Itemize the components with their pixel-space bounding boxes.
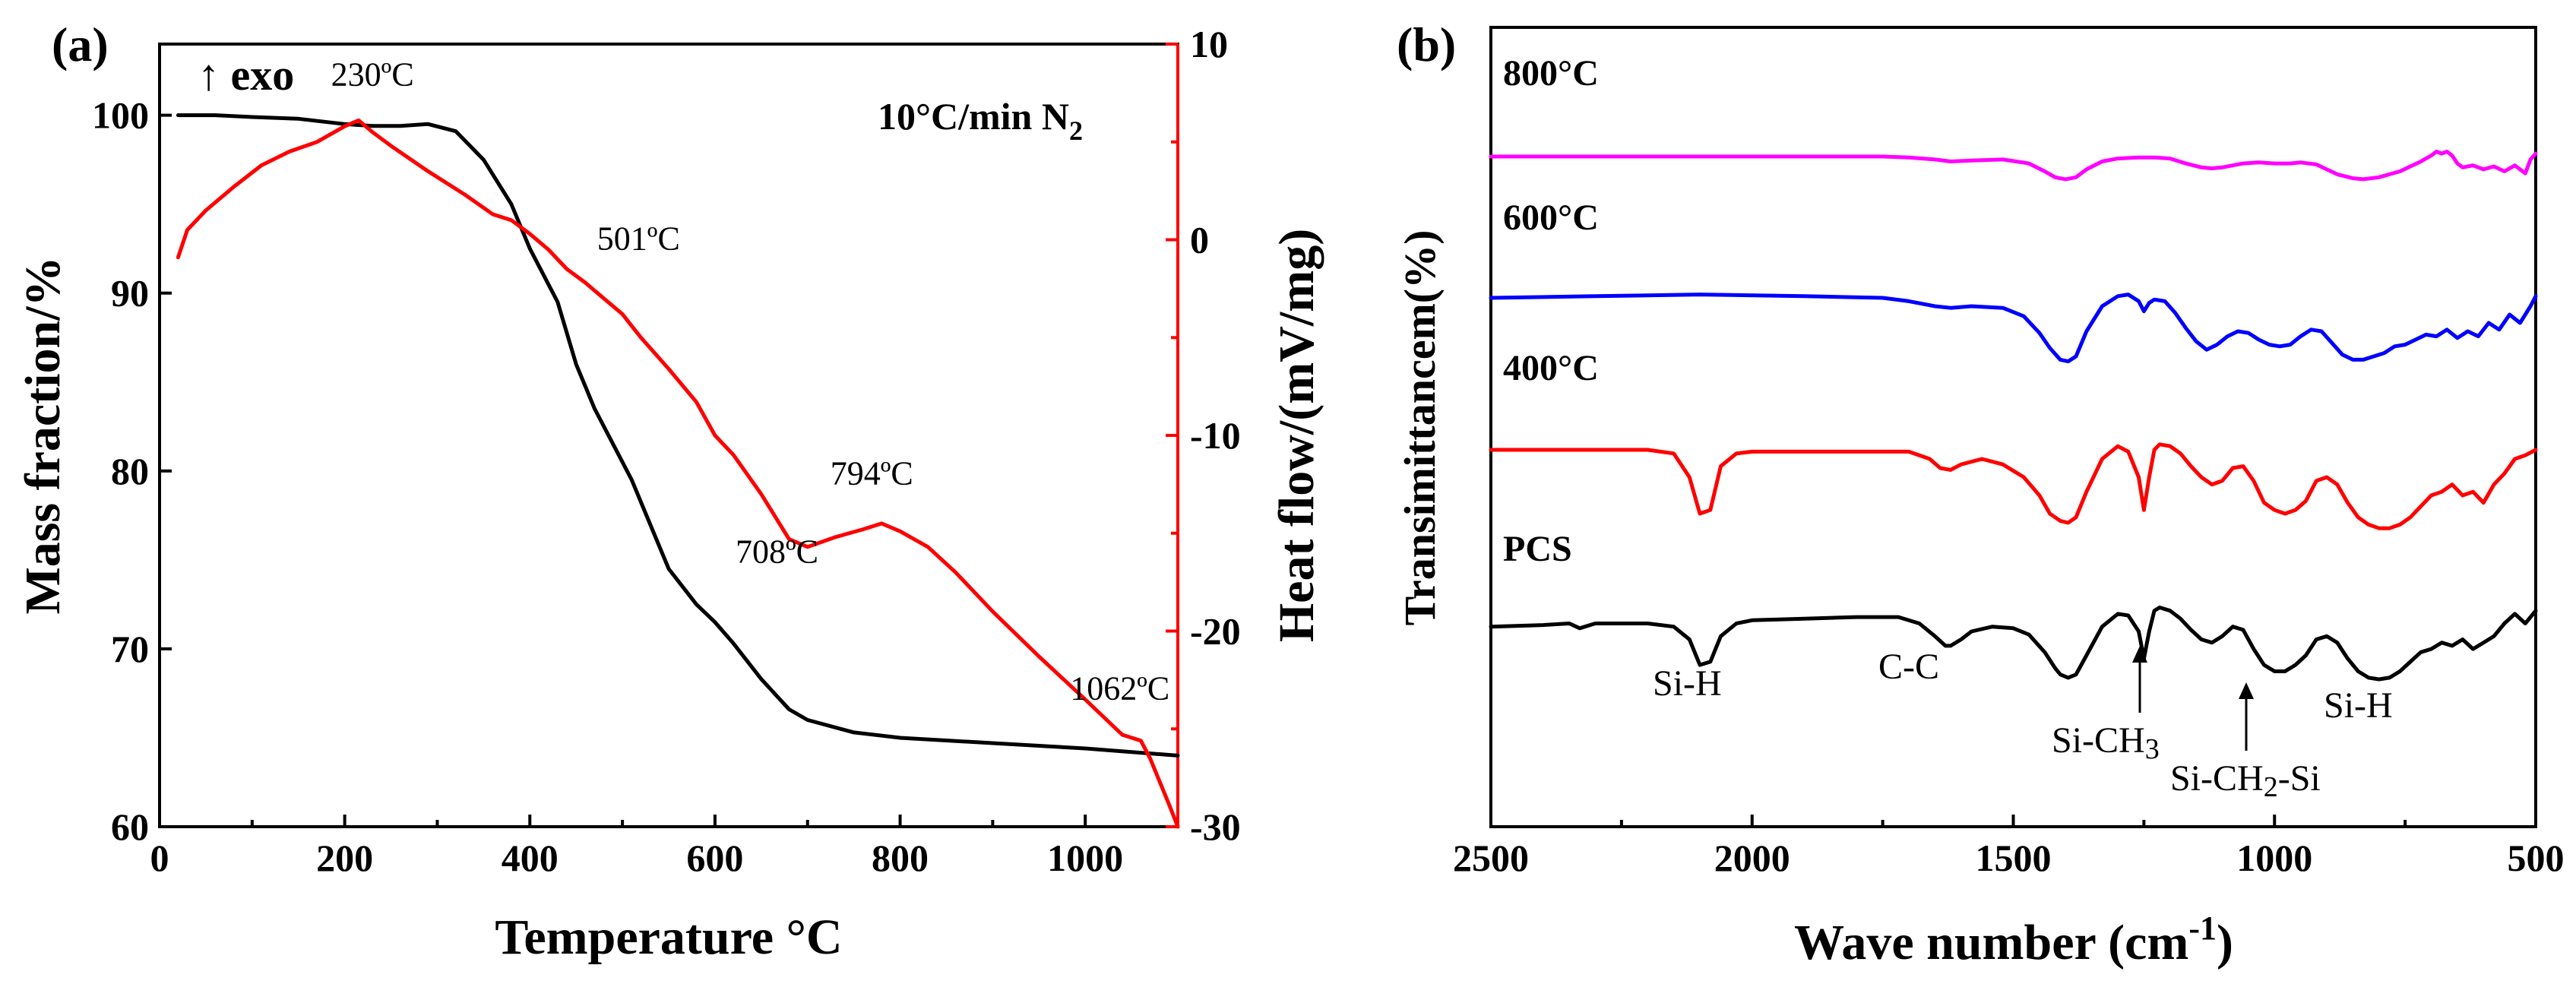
panel-a-series-dsc [176,118,1180,829]
panel-a-y-right-tick-label: 10 [1190,23,1228,65]
series-label-600c: 600°C [1503,198,1599,238]
series-label-pcs: PCS [1503,529,1572,569]
panel-b-x-tick-label: 500 [2508,837,2565,879]
panel-b-x-axis-title-sup: -1 [2188,910,2217,947]
panel-b-x-tick-label: 2500 [1453,837,1529,879]
panel-b-x-axis-title: Wave number (cm-1) [1794,910,2233,970]
panel-a-label: (a) [52,17,109,71]
panel-a-y-right-tick-label: 0 [1190,219,1209,261]
peak-label-si-ch3: Si-CH3 [2052,720,2160,765]
arrow-si-ch2-si [2239,682,2254,751]
panel-a-x-tick-label: 200 [316,837,373,879]
panel-a-x-tick-label: 1000 [1047,837,1123,879]
panel-a-annotation: 1062ºC [1070,670,1169,707]
panel-a-x-axis-title: Temperature °C [495,910,842,965]
panel-a-condition-text: 10°C/min N [878,95,1069,138]
panel-a-y-left-tick-label: 70 [111,628,149,670]
panel-a-y-left-tick-label: 90 [111,272,149,315]
peak-label-si-h-right: Si-H [2324,685,2393,726]
panel-a-y-right-tick-label: -30 [1190,805,1241,848]
panel-a-x-tick-label: 800 [872,837,929,879]
series-label-400c: 400°C [1503,348,1599,388]
peak-label-si-ch2-tail: -Si [2278,758,2321,799]
peak-label-si-ch2-si: Si-CH2-Si [2170,758,2321,803]
panel-a-y-right-tick-label: -20 [1190,610,1241,653]
panel-a-x-ticks: 0 200 400 600 800 1000 [150,815,1179,879]
panel-b-series-pcs [1489,606,2538,682]
panel-a-annotation: 794ºC [831,454,913,492]
panel-a-y-right-ticks: -30 -20 -10 0 10 [1166,23,1241,848]
panel-a-annotation: 230ºC [331,55,414,93]
panel-a-y-left-axis-title: Mass fraction/% [15,256,71,614]
panel-b-x-ticks: 2500 2000 1500 1000 500 [1453,815,2565,879]
panel-b-x-tick-label: 2000 [1714,837,1790,879]
panel-a-y-left-ticks: 60 70 80 90 100 [92,94,172,848]
panel-b-x-axis-title-main: Wave number (cm [1794,915,2188,970]
panel-b-series-800c [1489,150,2538,182]
panel-a-exo-label: ↑ exo [198,50,294,100]
panel-a-frame [158,43,1179,828]
panel-b-series-600c [1489,293,2538,364]
peak-label-si-h-left: Si-H [1653,663,1722,704]
panel-b-x-axis-title-close: ) [2217,915,2233,970]
panel-a-annotation: 708ºC [736,533,818,570]
panel-a-y-left-tick-label: 60 [111,805,149,848]
panel-a-y-right-tick-label: -10 [1190,414,1241,457]
panel-a-y-left-tick-label: 100 [92,94,149,137]
peak-label-c-c: C-C [1878,647,1939,687]
panel-a-annotations: 230ºC 501ºC 794ºC 708ºC 1062ºC [331,55,1170,707]
series-label-800c: 800°C [1503,53,1599,93]
panel-a-x-tick-label: 600 [686,837,743,879]
peak-label-si-ch3-base: Si-CH [2052,720,2145,761]
panel-b-y-axis-title: Transimittancem(%) [1395,230,1445,626]
peak-label-si-ch2-base: Si-CH [2170,758,2264,799]
panel-a-y-left-tick-label: 80 [111,450,149,492]
panel-b: (b) 2500 2000 1500 1000 500 800°C 600°C 400°… [1395,17,2565,970]
panel-a-x-tick-label: 400 [502,837,559,879]
panel-b-series-400c [1489,442,2538,530]
peak-label-si-ch3-sub: 3 [2145,733,2160,765]
panel-a-annotation: 501ºC [597,220,680,257]
panel-b-series [1489,150,2538,682]
panel-a-condition: 10°C/min N2 [878,95,1083,146]
panel-a-series [176,113,1180,829]
panel-b-x-tick-label: 1000 [2236,837,2312,879]
panel-a-y-right-axis-title: Heat flow/(mV/mg) [1269,229,1324,642]
panel-a-series-tg [176,113,1180,758]
panel-a-x-tick-label: 0 [150,837,169,879]
panel-b-label: (b) [1397,17,1456,71]
peak-label-si-ch2-sub: 2 [2264,771,2278,803]
panel-b-x-tick-label: 1500 [1976,837,2052,879]
panel-a-condition-subscript: 2 [1069,115,1083,146]
arrow-si-ch3 [2132,646,2147,713]
